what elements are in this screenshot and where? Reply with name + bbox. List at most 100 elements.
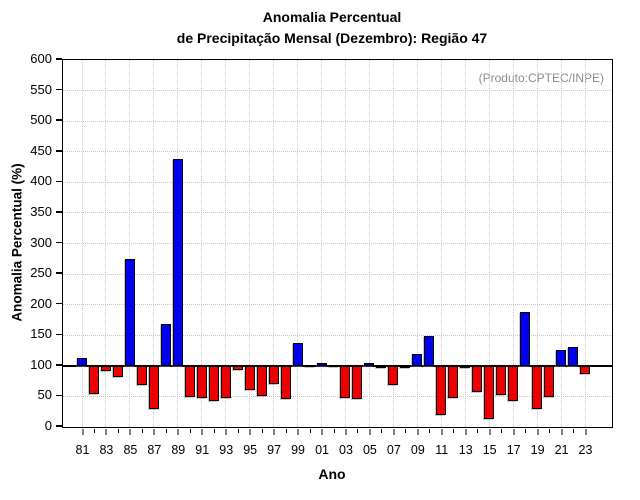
x-tick-major-2001 <box>321 429 324 435</box>
y-tick-200 <box>56 302 62 305</box>
h-gridline <box>63 304 612 306</box>
bar-1995 <box>244 365 255 391</box>
y-tick-label-250: 250 <box>30 265 52 281</box>
x-tick-major-1991 <box>201 429 204 435</box>
x-tick-major-1995 <box>249 429 252 435</box>
x-tick-minor-1990 <box>189 429 191 433</box>
v-gridline <box>81 60 83 427</box>
v-gridline <box>201 60 203 427</box>
y-tick-400 <box>56 180 62 183</box>
x-tick-major-1981 <box>81 429 84 435</box>
bar-2010 <box>424 335 435 366</box>
x-tick-major-1985 <box>129 429 132 435</box>
x-tick-label-2023: 23 <box>578 443 593 457</box>
bar-2006 <box>376 365 387 369</box>
x-tick-label-2009: 09 <box>410 443 425 457</box>
x-tick-label-1999: 99 <box>291 443 306 457</box>
v-gridline <box>344 60 346 427</box>
x-tick-major-2007 <box>392 429 395 435</box>
x-tick-major-1999 <box>297 429 300 435</box>
h-gridline <box>63 151 612 153</box>
bar-2002 <box>328 365 339 368</box>
bar-1993 <box>220 365 231 398</box>
x-tick-major-1987 <box>153 429 156 435</box>
y-tick-label-0: 0 <box>44 418 52 433</box>
y-tick-100 <box>56 364 62 366</box>
y-tick-label-50: 50 <box>37 387 52 403</box>
y-tick-label-500: 500 <box>30 112 52 128</box>
x-tick-minor-2014 <box>477 429 479 433</box>
x-tick-major-2021 <box>560 429 563 435</box>
x-tick-major-2017 <box>512 429 515 435</box>
x-tick-label-2017: 17 <box>506 443 521 457</box>
x-tick-major-2013 <box>464 429 467 435</box>
v-gridline <box>488 60 490 427</box>
bar-1991 <box>196 365 207 398</box>
x-tick-minor-2004 <box>357 429 359 433</box>
x-tick-minor-1982 <box>93 429 95 433</box>
y-tick-label-550: 550 <box>30 81 52 97</box>
bar-2003 <box>340 365 351 398</box>
y-tick-350 <box>56 211 62 213</box>
v-gridline <box>560 60 562 427</box>
bar-2023 <box>580 365 590 375</box>
bar-1994 <box>232 365 243 371</box>
bar-2004 <box>352 365 363 400</box>
y-tick-0 <box>56 425 62 427</box>
x-tick-label-1997: 97 <box>267 443 282 457</box>
v-gridline <box>105 60 107 427</box>
y-tick-250 <box>56 272 62 274</box>
x-tick-label-1993: 93 <box>219 443 234 457</box>
chart-title-line2: de Precipitação Mensal (Dezembro): Regiã… <box>176 30 488 46</box>
x-tick-label-1985: 85 <box>123 443 138 457</box>
v-gridline <box>225 60 227 427</box>
x-tick-label-2021: 21 <box>554 443 569 457</box>
v-gridline <box>129 60 131 427</box>
v-gridline <box>249 60 251 427</box>
source-annotation: (Produto:CPTEC/INPE) <box>478 71 604 85</box>
y-tick-label-300: 300 <box>30 234 52 250</box>
x-tick-major-2015 <box>488 429 491 435</box>
bar-1990 <box>184 365 195 398</box>
y-tick-450 <box>56 150 62 152</box>
bar-1989 <box>172 159 183 366</box>
y-tick-300 <box>56 241 62 244</box>
bar-1987 <box>148 365 159 410</box>
v-gridline <box>512 60 514 427</box>
x-tick-major-2003 <box>344 429 347 435</box>
x-tick-minor-1996 <box>261 429 263 433</box>
x-tick-major-2009 <box>416 429 419 435</box>
bar-1997 <box>268 365 279 385</box>
y-tick-label-200: 200 <box>30 295 52 311</box>
h-gridline <box>63 212 612 214</box>
x-tick-minor-2008 <box>405 429 407 433</box>
x-tick-label-2001: 01 <box>315 443 329 457</box>
x-tick-major-1993 <box>225 429 228 435</box>
bar-1999 <box>292 342 303 366</box>
x-tick-minor-2018 <box>525 429 527 433</box>
x-tick-major-1989 <box>177 429 180 435</box>
x-tick-minor-2016 <box>501 429 503 433</box>
x-tick-major-2011 <box>440 429 443 435</box>
v-gridline <box>584 60 586 427</box>
bar-2007 <box>388 365 399 385</box>
x-tick-major-1983 <box>105 429 108 435</box>
y-tick-150 <box>56 333 62 335</box>
chart-title-line1: Anomalia Percentual <box>262 9 402 25</box>
bar-1984 <box>112 365 123 378</box>
x-tick-minor-2022 <box>573 429 575 433</box>
plot-area <box>62 59 613 428</box>
x-tick-label-1995: 95 <box>243 443 258 457</box>
bar-2005 <box>364 362 375 366</box>
x-tick-label-1981: 81 <box>75 443 90 457</box>
x-tick-minor-1986 <box>141 429 143 433</box>
bar-2014 <box>472 365 483 393</box>
h-gridline <box>63 273 612 275</box>
v-gridline <box>273 60 275 427</box>
bar-1981 <box>77 358 87 366</box>
bar-2020 <box>544 365 555 398</box>
bar-1998 <box>280 365 291 399</box>
h-gridline <box>63 395 612 397</box>
bar-2009 <box>412 354 423 366</box>
y-tick-label-450: 450 <box>30 142 52 158</box>
